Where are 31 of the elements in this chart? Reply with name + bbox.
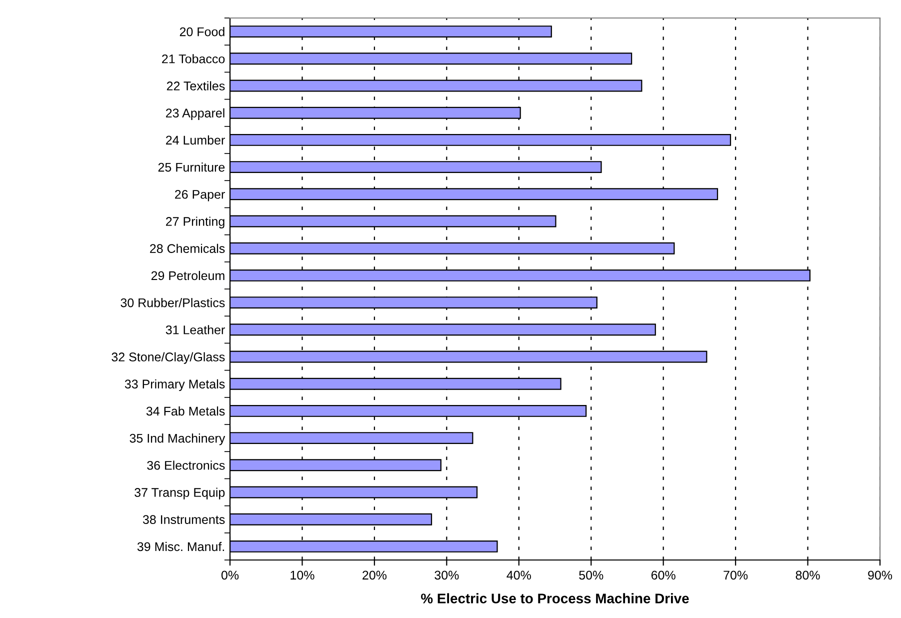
- y-tick-label: 27 Printing: [166, 216, 224, 228]
- y-tick-label: 26 Paper: [175, 190, 225, 202]
- x-tick-label: 20%: [362, 570, 387, 580]
- x-axis-title: % Electric Use to Process Machine Drive: [421, 593, 689, 604]
- x-tick-label: 0%: [221, 570, 239, 580]
- y-tick-label: 23 Apparel: [166, 108, 224, 120]
- y-tick-label: 35 Ind Machinery: [130, 434, 226, 446]
- x-tick-label: 70%: [724, 570, 748, 580]
- y-tick-label: 37 Transp Equip: [134, 488, 225, 500]
- y-tick-label: 33 Primary Metals: [124, 379, 225, 391]
- x-tick-label: 10%: [290, 570, 314, 580]
- x-tick-label: 30%: [434, 570, 459, 580]
- x-tick-label: 50%: [579, 570, 604, 580]
- y-tick-label: 32 Stone/Clay/Glass: [112, 352, 225, 364]
- y-tick-label: 36 Electronics: [147, 460, 225, 470]
- y-tick-label: 39 Misc. Manuf.: [137, 542, 224, 552]
- x-tick-label: 80%: [796, 570, 820, 580]
- y-tick-label: 38 Instruments: [142, 515, 225, 524]
- y-tick-label: 20 Food: [180, 27, 224, 36]
- y-tick-label: 30 Rubber/Plastics: [120, 298, 225, 308]
- y-tick-label: 22 Textiles: [166, 81, 225, 90]
- y-tick-label: 24 Lumber: [166, 135, 225, 145]
- y-tick-label: 28 Chemicals: [150, 244, 225, 253]
- y-tick-label: 21 Tobacco: [162, 54, 225, 64]
- y-tick-label: 34 Fab Metals: [146, 406, 225, 416]
- x-tick-label: 40%: [506, 570, 531, 580]
- x-tick-label: 60%: [651, 570, 676, 580]
- y-tick-label: 31 Leather: [166, 325, 225, 334]
- y-tick-label: 25 Furniture: [158, 162, 225, 172]
- y-tick-label: 29 Petroleum: [151, 270, 224, 280]
- x-tick-label: 90%: [868, 570, 892, 580]
